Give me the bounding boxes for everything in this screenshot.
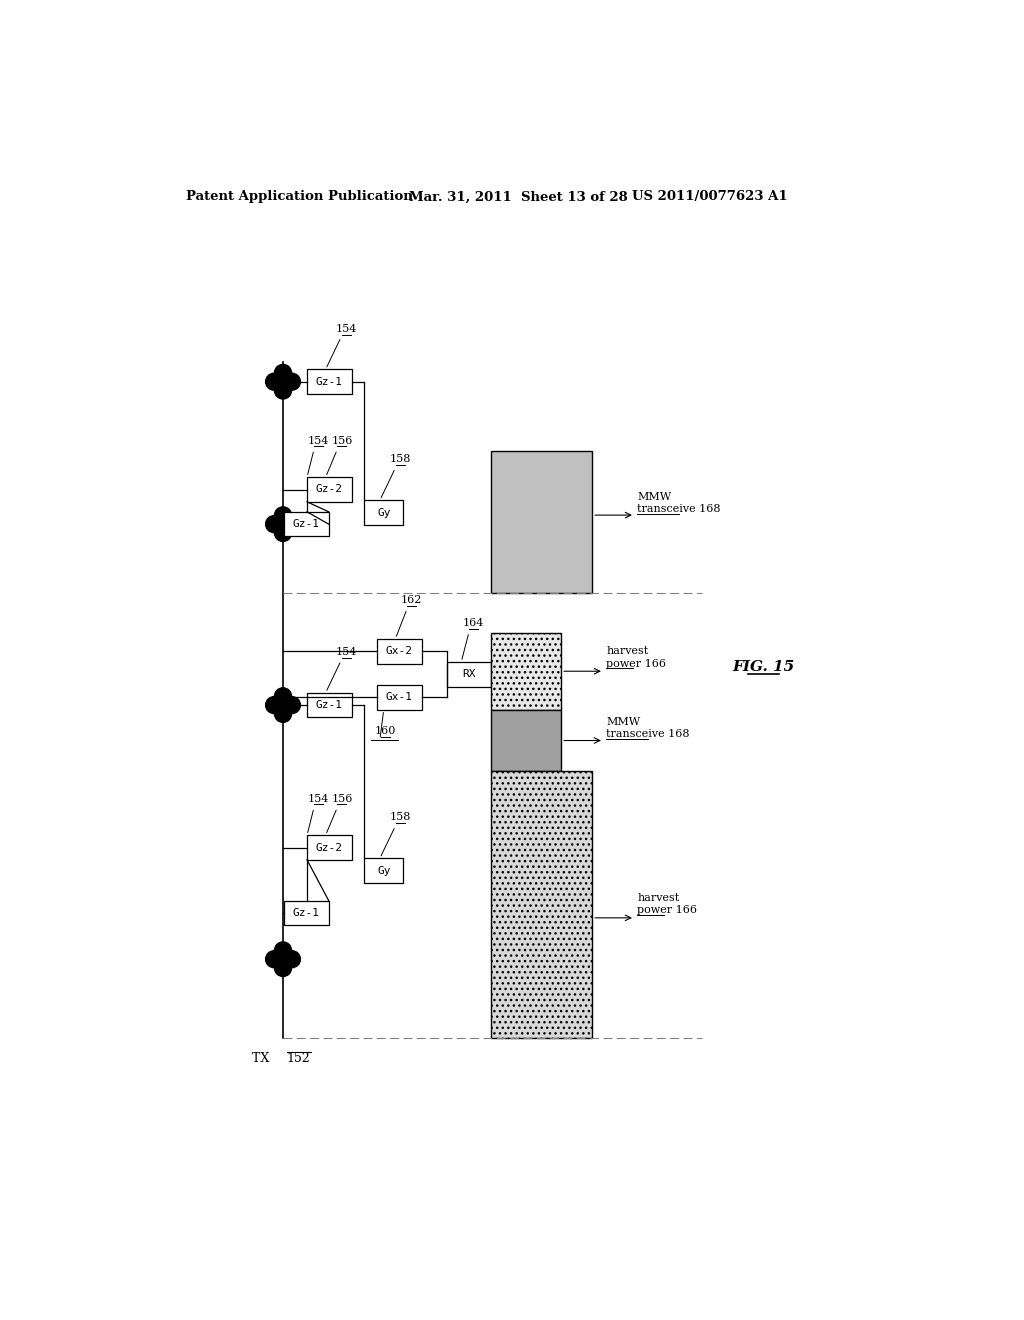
- Circle shape: [274, 688, 292, 705]
- Text: 154: 154: [336, 647, 357, 657]
- Bar: [365, 858, 403, 883]
- Text: harvest: harvest: [606, 647, 648, 656]
- Text: 152: 152: [287, 1052, 310, 1065]
- Text: harvest: harvest: [637, 892, 680, 903]
- Text: Gz-1: Gz-1: [293, 908, 319, 917]
- Circle shape: [265, 516, 283, 533]
- Text: RX: RX: [462, 669, 476, 680]
- Text: 162: 162: [401, 595, 422, 605]
- Text: Gy: Gy: [377, 508, 390, 517]
- Bar: [492, 771, 592, 1038]
- Text: Gx-1: Gx-1: [386, 693, 413, 702]
- Text: 160: 160: [375, 726, 396, 737]
- Circle shape: [274, 364, 292, 381]
- Text: 156: 156: [331, 436, 352, 446]
- Text: Gz-2: Gz-2: [316, 842, 343, 853]
- Text: Patent Application Publication: Patent Application Publication: [186, 190, 413, 203]
- Text: US 2011/0077623 A1: US 2011/0077623 A1: [632, 190, 787, 203]
- Circle shape: [265, 697, 283, 714]
- Circle shape: [274, 960, 292, 977]
- Bar: [377, 639, 422, 664]
- Text: FIG. 15: FIG. 15: [732, 660, 795, 673]
- Bar: [307, 693, 352, 718]
- Text: 158: 158: [390, 812, 412, 822]
- Text: transceive 168: transceive 168: [637, 504, 721, 513]
- Text: Gz-1: Gz-1: [293, 519, 319, 529]
- Bar: [284, 512, 329, 536]
- Circle shape: [279, 378, 288, 387]
- Circle shape: [265, 950, 283, 968]
- Circle shape: [284, 374, 300, 391]
- Text: Mar. 31, 2011  Sheet 13 of 28: Mar. 31, 2011 Sheet 13 of 28: [409, 190, 628, 203]
- Text: 158: 158: [390, 454, 412, 465]
- Circle shape: [274, 524, 292, 541]
- Text: Gz-1: Gz-1: [316, 700, 343, 710]
- Bar: [307, 478, 352, 502]
- Text: MMW: MMW: [606, 717, 640, 727]
- Text: 154: 154: [308, 793, 330, 804]
- Text: power 166: power 166: [637, 906, 697, 915]
- Text: power 166: power 166: [606, 659, 667, 669]
- Bar: [446, 663, 492, 686]
- Text: MMW: MMW: [637, 492, 672, 502]
- Text: Gy: Gy: [377, 866, 390, 875]
- Bar: [377, 685, 422, 710]
- Text: 154: 154: [336, 323, 357, 334]
- Bar: [284, 900, 329, 925]
- Text: 156: 156: [331, 793, 352, 804]
- Circle shape: [284, 516, 300, 533]
- Circle shape: [274, 942, 292, 958]
- Circle shape: [265, 374, 283, 391]
- Bar: [307, 370, 352, 395]
- Circle shape: [279, 954, 288, 964]
- Circle shape: [274, 381, 292, 399]
- Bar: [365, 500, 403, 525]
- Text: transceive 168: transceive 168: [606, 730, 690, 739]
- Circle shape: [274, 705, 292, 722]
- Text: Gz-1: Gz-1: [316, 376, 343, 387]
- Bar: [492, 632, 561, 710]
- Bar: [492, 710, 561, 771]
- Bar: [307, 836, 352, 859]
- Circle shape: [274, 507, 292, 524]
- Text: TX: TX: [252, 1052, 276, 1065]
- Text: 164: 164: [463, 618, 484, 628]
- Circle shape: [284, 697, 300, 714]
- Text: Gx-2: Gx-2: [386, 647, 413, 656]
- Text: 154: 154: [308, 436, 330, 446]
- Circle shape: [279, 519, 288, 529]
- Text: Gz-2: Gz-2: [316, 484, 343, 495]
- Bar: [492, 451, 592, 594]
- Circle shape: [284, 950, 300, 968]
- Circle shape: [279, 701, 288, 710]
